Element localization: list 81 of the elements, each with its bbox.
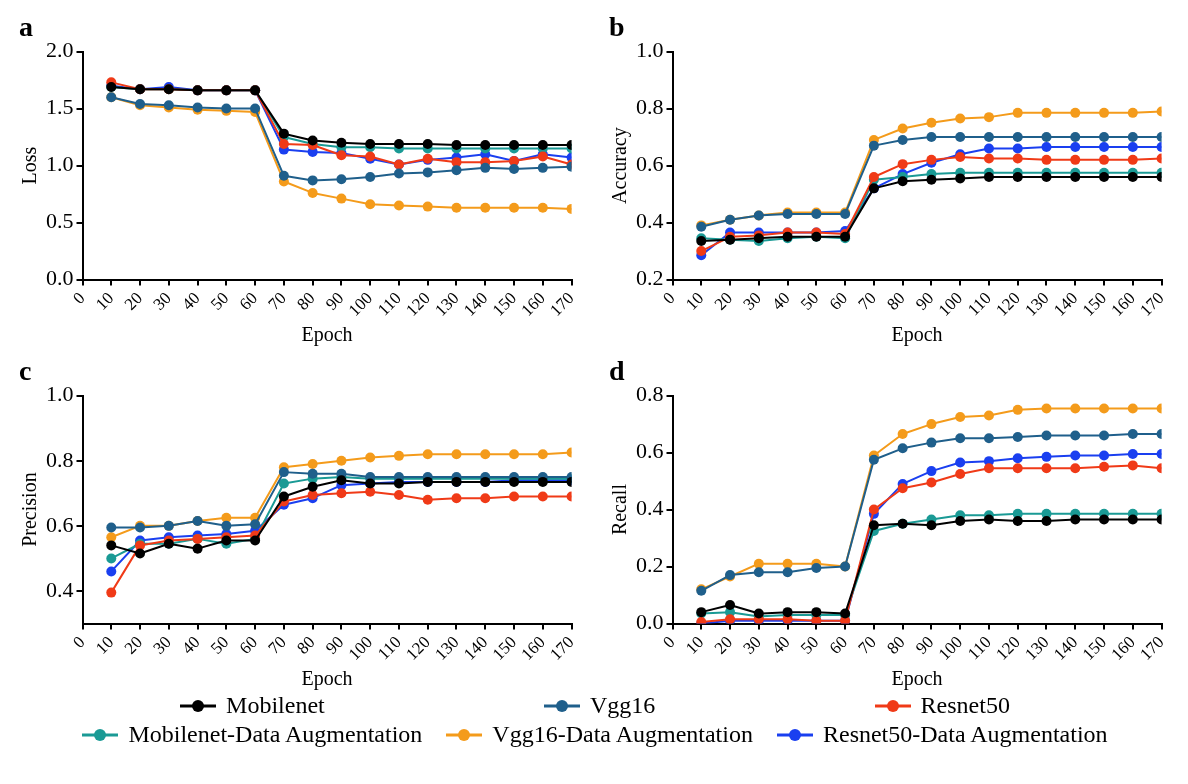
x-tick-label: 30	[149, 632, 175, 658]
x-axis-title: Epoch	[891, 667, 943, 691]
y-tick-label: 0.6	[46, 511, 74, 537]
x-tick-label: 70	[854, 632, 880, 658]
y-tick-label: 0.6	[636, 151, 664, 177]
chart-title: a	[19, 11, 33, 43]
x-axis-title: Epoch	[301, 667, 353, 691]
x-axis-title: Epoch	[301, 323, 353, 347]
x-tick-label: 50	[206, 288, 233, 314]
x-tick-label: 20	[120, 288, 147, 314]
x-tick-label: 120	[992, 288, 1024, 320]
y-axis-title: Loss	[18, 146, 41, 185]
x-tick-label: 120	[992, 632, 1024, 664]
x-tick-label: 40	[768, 288, 794, 314]
chart-title: b	[609, 11, 625, 43]
y-tick-label: 0.4	[636, 495, 664, 521]
x-tick-label: 10	[91, 632, 118, 658]
legend-label: Mobilenet-Data Augmentation	[128, 721, 423, 748]
x-tick-label: 20	[710, 288, 737, 314]
y-tick-label: 0.8	[636, 381, 664, 407]
y-tick-label: 1.0	[46, 151, 74, 177]
y-tick-label: 2.0	[46, 37, 74, 63]
x-tick-label: 10	[91, 288, 118, 314]
x-tick-label: 60	[235, 632, 262, 658]
x-tick-label: 120	[402, 288, 434, 320]
y-tick-label: 0.4	[46, 576, 74, 602]
x-tick-label: 10	[681, 632, 708, 658]
x-tick-label: 0	[659, 632, 679, 652]
y-tick-label: 0.5	[46, 208, 74, 234]
x-tick-label: 50	[796, 632, 823, 658]
x-tick-label: 50	[796, 288, 823, 314]
y-axis-title: Accuracy	[608, 127, 632, 204]
y-tick-label: 1.0	[46, 381, 74, 407]
x-tick-label: 80	[883, 632, 909, 658]
x-tick-label: 10	[681, 288, 708, 314]
x-tick-label: 30	[149, 288, 175, 314]
x-tick-label: 0	[69, 288, 89, 308]
legend-label: Mobilenet	[226, 692, 325, 719]
x-tick-label: 170	[1136, 288, 1168, 320]
y-tick-label: 0.0	[636, 609, 664, 635]
y-axis-title: Precision	[18, 472, 41, 547]
x-tick-label: 30	[739, 288, 765, 314]
x-tick-label: 60	[825, 632, 852, 658]
x-tick-label: 40	[178, 288, 204, 314]
y-tick-label: 1.5	[46, 94, 74, 120]
y-tick-label: 0.2	[636, 552, 664, 578]
x-tick-label: 60	[235, 288, 262, 314]
x-axis-title: Epoch	[891, 323, 943, 347]
x-tick-label: 20	[710, 632, 737, 658]
y-tick-label: 1.0	[636, 37, 664, 63]
x-tick-label: 0	[659, 288, 679, 308]
y-tick-label: 0.8	[636, 94, 664, 120]
x-tick-label: 170	[546, 632, 578, 664]
x-tick-label: 80	[883, 288, 909, 314]
chart-title: d	[609, 355, 625, 387]
legend-label: Vgg16	[589, 692, 656, 719]
x-tick-label: 70	[264, 288, 290, 314]
y-tick-label: 0.0	[46, 265, 74, 291]
x-tick-label: 30	[739, 632, 765, 658]
x-tick-label: 60	[825, 288, 852, 314]
legend-label: Resnet50	[920, 692, 1010, 719]
x-tick-label: 40	[768, 632, 794, 658]
x-tick-label: 80	[293, 288, 319, 314]
x-tick-label: 170	[546, 288, 578, 320]
x-tick-label: 20	[120, 632, 147, 658]
x-tick-label: 70	[264, 632, 290, 658]
legend-label: Resnet50-Data Augmentation	[822, 721, 1108, 748]
legend-label: Vgg16-Data Augmentation	[492, 721, 753, 748]
x-tick-label: 170	[1136, 632, 1168, 664]
x-tick-label: 120	[402, 632, 434, 664]
x-tick-label: 50	[206, 632, 233, 658]
x-tick-label: 70	[854, 288, 880, 314]
x-tick-label: 0	[69, 632, 89, 652]
x-tick-label: 80	[293, 632, 319, 658]
y-axis-title: Recall	[608, 483, 631, 536]
y-tick-label: 0.8	[46, 446, 74, 472]
x-tick-label: 40	[178, 632, 204, 658]
y-tick-label: 0.2	[636, 265, 664, 291]
chart-title: c	[19, 355, 32, 387]
y-tick-label: 0.6	[636, 438, 664, 464]
y-tick-label: 0.4	[636, 208, 664, 234]
